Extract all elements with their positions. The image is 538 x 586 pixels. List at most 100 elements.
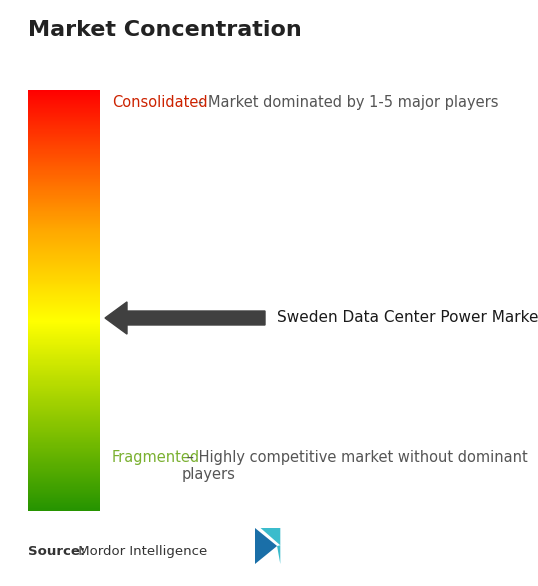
Bar xyxy=(28,281,100,282)
Bar xyxy=(28,91,100,94)
Bar xyxy=(28,193,100,196)
Bar xyxy=(28,251,100,253)
Bar xyxy=(28,222,100,224)
Bar xyxy=(28,411,100,413)
Bar xyxy=(28,315,100,317)
Bar xyxy=(28,435,100,437)
Bar xyxy=(28,430,100,432)
Bar xyxy=(28,500,100,502)
Bar xyxy=(28,325,100,327)
Bar xyxy=(28,295,100,297)
Bar xyxy=(28,246,100,248)
Bar xyxy=(28,322,100,323)
Bar xyxy=(28,390,100,392)
Bar xyxy=(28,412,100,414)
Bar xyxy=(28,184,100,186)
Bar xyxy=(28,373,100,375)
Bar xyxy=(28,401,100,403)
Bar xyxy=(28,141,100,143)
Bar xyxy=(28,319,100,322)
Bar xyxy=(28,189,100,191)
Bar xyxy=(28,448,100,449)
Bar xyxy=(28,383,100,386)
Bar xyxy=(28,255,100,257)
Bar xyxy=(28,285,100,287)
Bar xyxy=(28,483,100,485)
Bar xyxy=(28,120,100,122)
Bar xyxy=(28,449,100,452)
Bar xyxy=(28,209,100,211)
Bar xyxy=(28,192,100,195)
Bar xyxy=(28,423,100,424)
Bar xyxy=(28,309,100,311)
Bar xyxy=(28,270,100,272)
Bar xyxy=(28,275,100,277)
Bar xyxy=(28,440,100,442)
Bar xyxy=(28,331,100,333)
Bar xyxy=(28,462,100,464)
Bar xyxy=(28,404,100,407)
Bar xyxy=(28,268,100,270)
Bar xyxy=(28,249,100,251)
Bar xyxy=(28,299,100,302)
Bar xyxy=(28,265,100,267)
Bar xyxy=(28,237,100,239)
Text: Sweden Data Center Power Market: Sweden Data Center Power Market xyxy=(277,311,538,325)
Bar xyxy=(28,419,100,421)
Bar xyxy=(28,326,100,328)
Bar xyxy=(28,293,100,295)
Bar xyxy=(28,484,100,486)
Bar xyxy=(28,410,100,412)
Bar xyxy=(28,329,100,331)
Bar xyxy=(28,136,100,138)
Bar xyxy=(28,420,100,423)
Bar xyxy=(28,199,100,201)
Bar xyxy=(28,206,100,208)
Bar xyxy=(28,352,100,354)
Bar xyxy=(28,495,100,497)
Bar xyxy=(28,477,100,479)
Bar xyxy=(28,475,100,477)
Bar xyxy=(28,366,100,367)
Bar xyxy=(28,461,100,464)
Bar xyxy=(28,389,100,391)
Bar xyxy=(28,102,100,104)
Bar xyxy=(28,244,100,246)
Bar xyxy=(28,205,100,207)
Bar xyxy=(28,142,100,144)
Bar xyxy=(28,132,100,135)
Bar xyxy=(28,161,100,163)
Bar xyxy=(28,134,100,135)
Bar xyxy=(28,125,100,127)
Bar xyxy=(28,444,100,447)
Bar xyxy=(28,286,100,288)
Bar xyxy=(28,357,100,359)
Bar xyxy=(28,396,100,398)
Bar xyxy=(28,473,100,475)
Bar xyxy=(28,257,100,258)
Bar xyxy=(28,274,100,277)
Bar xyxy=(28,111,100,113)
Bar xyxy=(28,192,100,193)
Bar xyxy=(28,116,100,118)
Bar xyxy=(28,376,100,378)
Bar xyxy=(28,234,100,236)
Bar xyxy=(28,250,100,252)
Bar xyxy=(28,139,100,141)
Bar xyxy=(28,425,100,428)
Bar xyxy=(28,280,100,282)
Bar xyxy=(28,489,100,492)
Bar xyxy=(28,267,100,269)
Bar xyxy=(28,370,100,372)
Bar xyxy=(28,254,100,257)
Bar xyxy=(28,428,100,430)
Bar xyxy=(28,216,100,217)
Bar xyxy=(28,252,100,254)
Bar xyxy=(28,416,100,418)
Bar xyxy=(28,123,100,125)
Bar xyxy=(28,151,100,152)
Bar xyxy=(28,241,100,243)
Bar xyxy=(28,395,100,397)
Bar xyxy=(28,245,100,247)
Bar xyxy=(28,257,100,260)
